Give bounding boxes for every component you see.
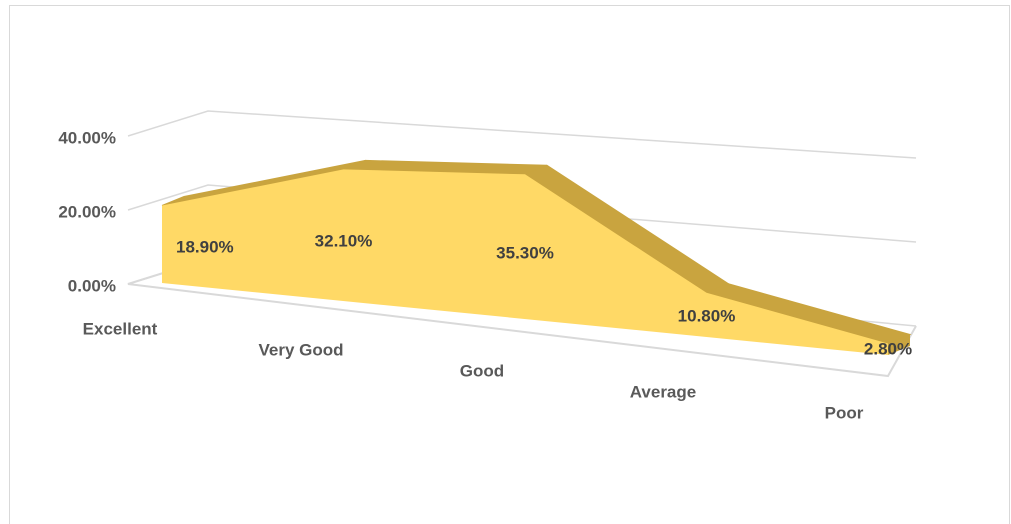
x-tick-label: Good <box>460 361 504 380</box>
grid-line <box>127 110 917 159</box>
x-tick-label: Excellent <box>83 319 158 338</box>
x-tick-label: Average <box>630 382 696 401</box>
value-label: 2.80% <box>864 339 912 358</box>
y-tick-label: 20.00% <box>58 202 116 221</box>
value-label: 18.90% <box>176 238 234 257</box>
x-tick-label: Very Good <box>258 340 343 359</box>
value-label: 35.30% <box>496 243 554 262</box>
y-tick-label: 0.00% <box>68 276 116 295</box>
area-side <box>888 334 910 355</box>
grid-line <box>127 184 917 243</box>
y-tick-label: 40.00% <box>58 128 116 147</box>
value-label: 32.10% <box>315 231 373 250</box>
value-label: 10.80% <box>678 307 736 326</box>
area <box>162 169 888 355</box>
x-tick-label: Poor <box>825 403 864 422</box>
